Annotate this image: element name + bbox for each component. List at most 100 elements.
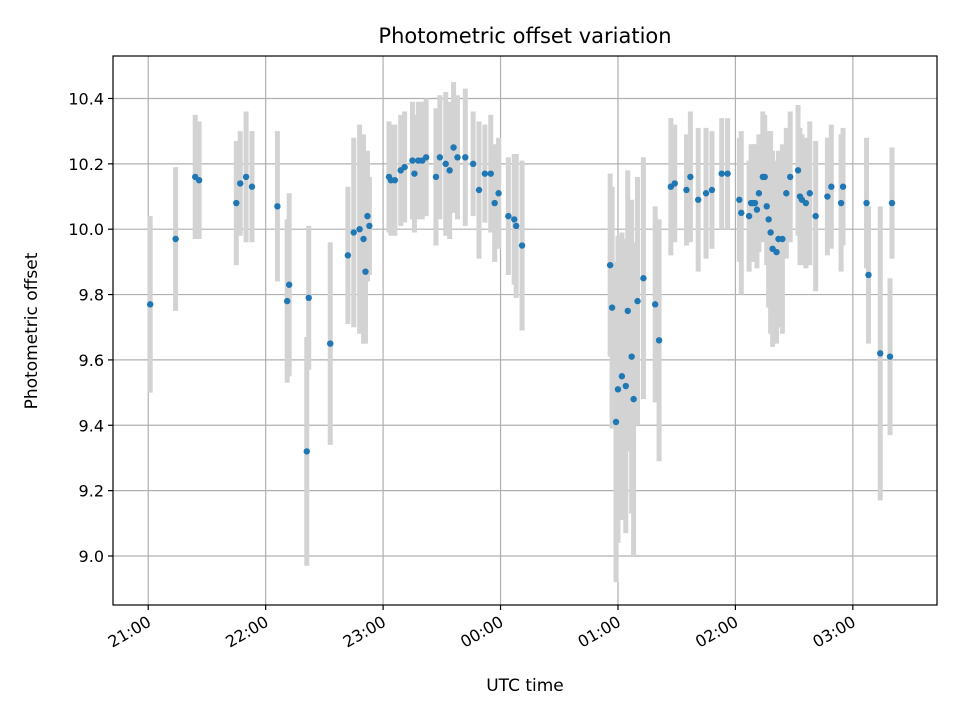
data-point <box>233 199 240 207</box>
data-point <box>356 225 363 233</box>
data-point <box>285 281 293 288</box>
y-axis-label: Photometric offset <box>22 252 42 409</box>
data-point <box>242 173 250 181</box>
data-point <box>487 170 494 177</box>
data-point <box>366 222 373 230</box>
data-point <box>450 144 457 151</box>
data-point <box>446 167 453 174</box>
plot-frame <box>112 55 938 606</box>
data-point <box>469 160 477 168</box>
data-point <box>401 163 408 171</box>
data-point <box>783 190 790 197</box>
y-tick-label: 10.4 <box>68 89 104 108</box>
data-point <box>751 199 759 207</box>
x-axis-label: UTC time <box>486 676 564 696</box>
data-point <box>787 173 794 181</box>
data-point <box>248 183 256 190</box>
y-axis-ticks: 9.0 9.2 9.4 9.6 9.8 10.0 10.2 10.4 <box>68 89 113 566</box>
y-tick-label: 9.2 <box>79 482 104 501</box>
data-point <box>608 304 616 311</box>
chart-title: Photometric offset variation <box>378 24 671 48</box>
data-point <box>432 173 440 181</box>
data-point <box>305 294 312 302</box>
data-point <box>146 301 154 308</box>
data-point <box>738 209 745 217</box>
data-point <box>606 261 614 269</box>
data-point <box>495 190 502 197</box>
data-point <box>640 275 647 282</box>
data-point <box>651 301 659 308</box>
data-point <box>755 190 763 197</box>
data-point <box>618 373 626 380</box>
data-point <box>724 170 731 177</box>
data-point <box>888 199 896 207</box>
data-point <box>655 337 663 344</box>
data-point <box>671 180 678 187</box>
data-point <box>274 203 281 210</box>
data-point <box>779 235 786 243</box>
data-point <box>683 186 690 194</box>
data-point <box>702 190 710 197</box>
y-tick-label: 10.2 <box>68 155 104 174</box>
data-point <box>411 170 418 177</box>
data-point <box>512 222 520 230</box>
data-point <box>763 203 770 210</box>
data-point <box>195 176 203 184</box>
data-point <box>877 350 884 357</box>
data-point <box>824 193 831 200</box>
data-point <box>628 353 635 360</box>
data-point <box>283 297 291 305</box>
data-point <box>511 216 518 223</box>
data-point <box>442 160 449 168</box>
data-point <box>344 252 352 259</box>
data-point <box>695 196 702 203</box>
data-point <box>303 448 310 455</box>
data-point <box>802 199 810 207</box>
data-point <box>687 173 694 181</box>
data-point <box>362 268 369 275</box>
data-point <box>491 199 498 207</box>
data-point <box>327 340 334 347</box>
y-tick-label: 9.0 <box>79 547 104 566</box>
data-point <box>481 170 489 177</box>
data-point <box>612 418 620 426</box>
data-point <box>745 212 753 220</box>
data-point <box>634 297 641 305</box>
grid <box>113 56 937 605</box>
data-point <box>837 199 845 207</box>
data-point <box>630 395 637 403</box>
data-point <box>624 307 631 315</box>
data-point <box>172 235 179 243</box>
data-point <box>773 248 780 256</box>
data-point <box>839 183 847 190</box>
data-point <box>753 206 761 213</box>
data-point <box>614 386 622 393</box>
data-point <box>360 235 367 243</box>
data-point <box>518 242 526 249</box>
data-point <box>391 176 399 184</box>
data-point <box>736 196 743 203</box>
y-tick-label: 9.4 <box>79 416 104 435</box>
data-point <box>765 216 772 223</box>
data-point <box>475 186 483 194</box>
data-point <box>237 180 244 187</box>
data-point <box>761 173 768 181</box>
data-point <box>462 154 469 161</box>
data-points <box>146 144 896 455</box>
data-point <box>454 154 461 161</box>
y-tick-label: 9.8 <box>79 286 104 305</box>
data-point <box>865 271 872 279</box>
data-point <box>708 186 716 194</box>
data-point <box>863 199 870 207</box>
data-point <box>886 353 894 360</box>
data-point <box>622 382 629 390</box>
data-point <box>828 183 835 190</box>
data-point <box>505 212 512 220</box>
y-tick-label: 10.0 <box>68 220 104 239</box>
data-point <box>364 212 371 220</box>
data-point <box>436 154 444 161</box>
data-point <box>794 167 802 174</box>
data-point <box>422 154 430 161</box>
data-point <box>409 157 416 164</box>
